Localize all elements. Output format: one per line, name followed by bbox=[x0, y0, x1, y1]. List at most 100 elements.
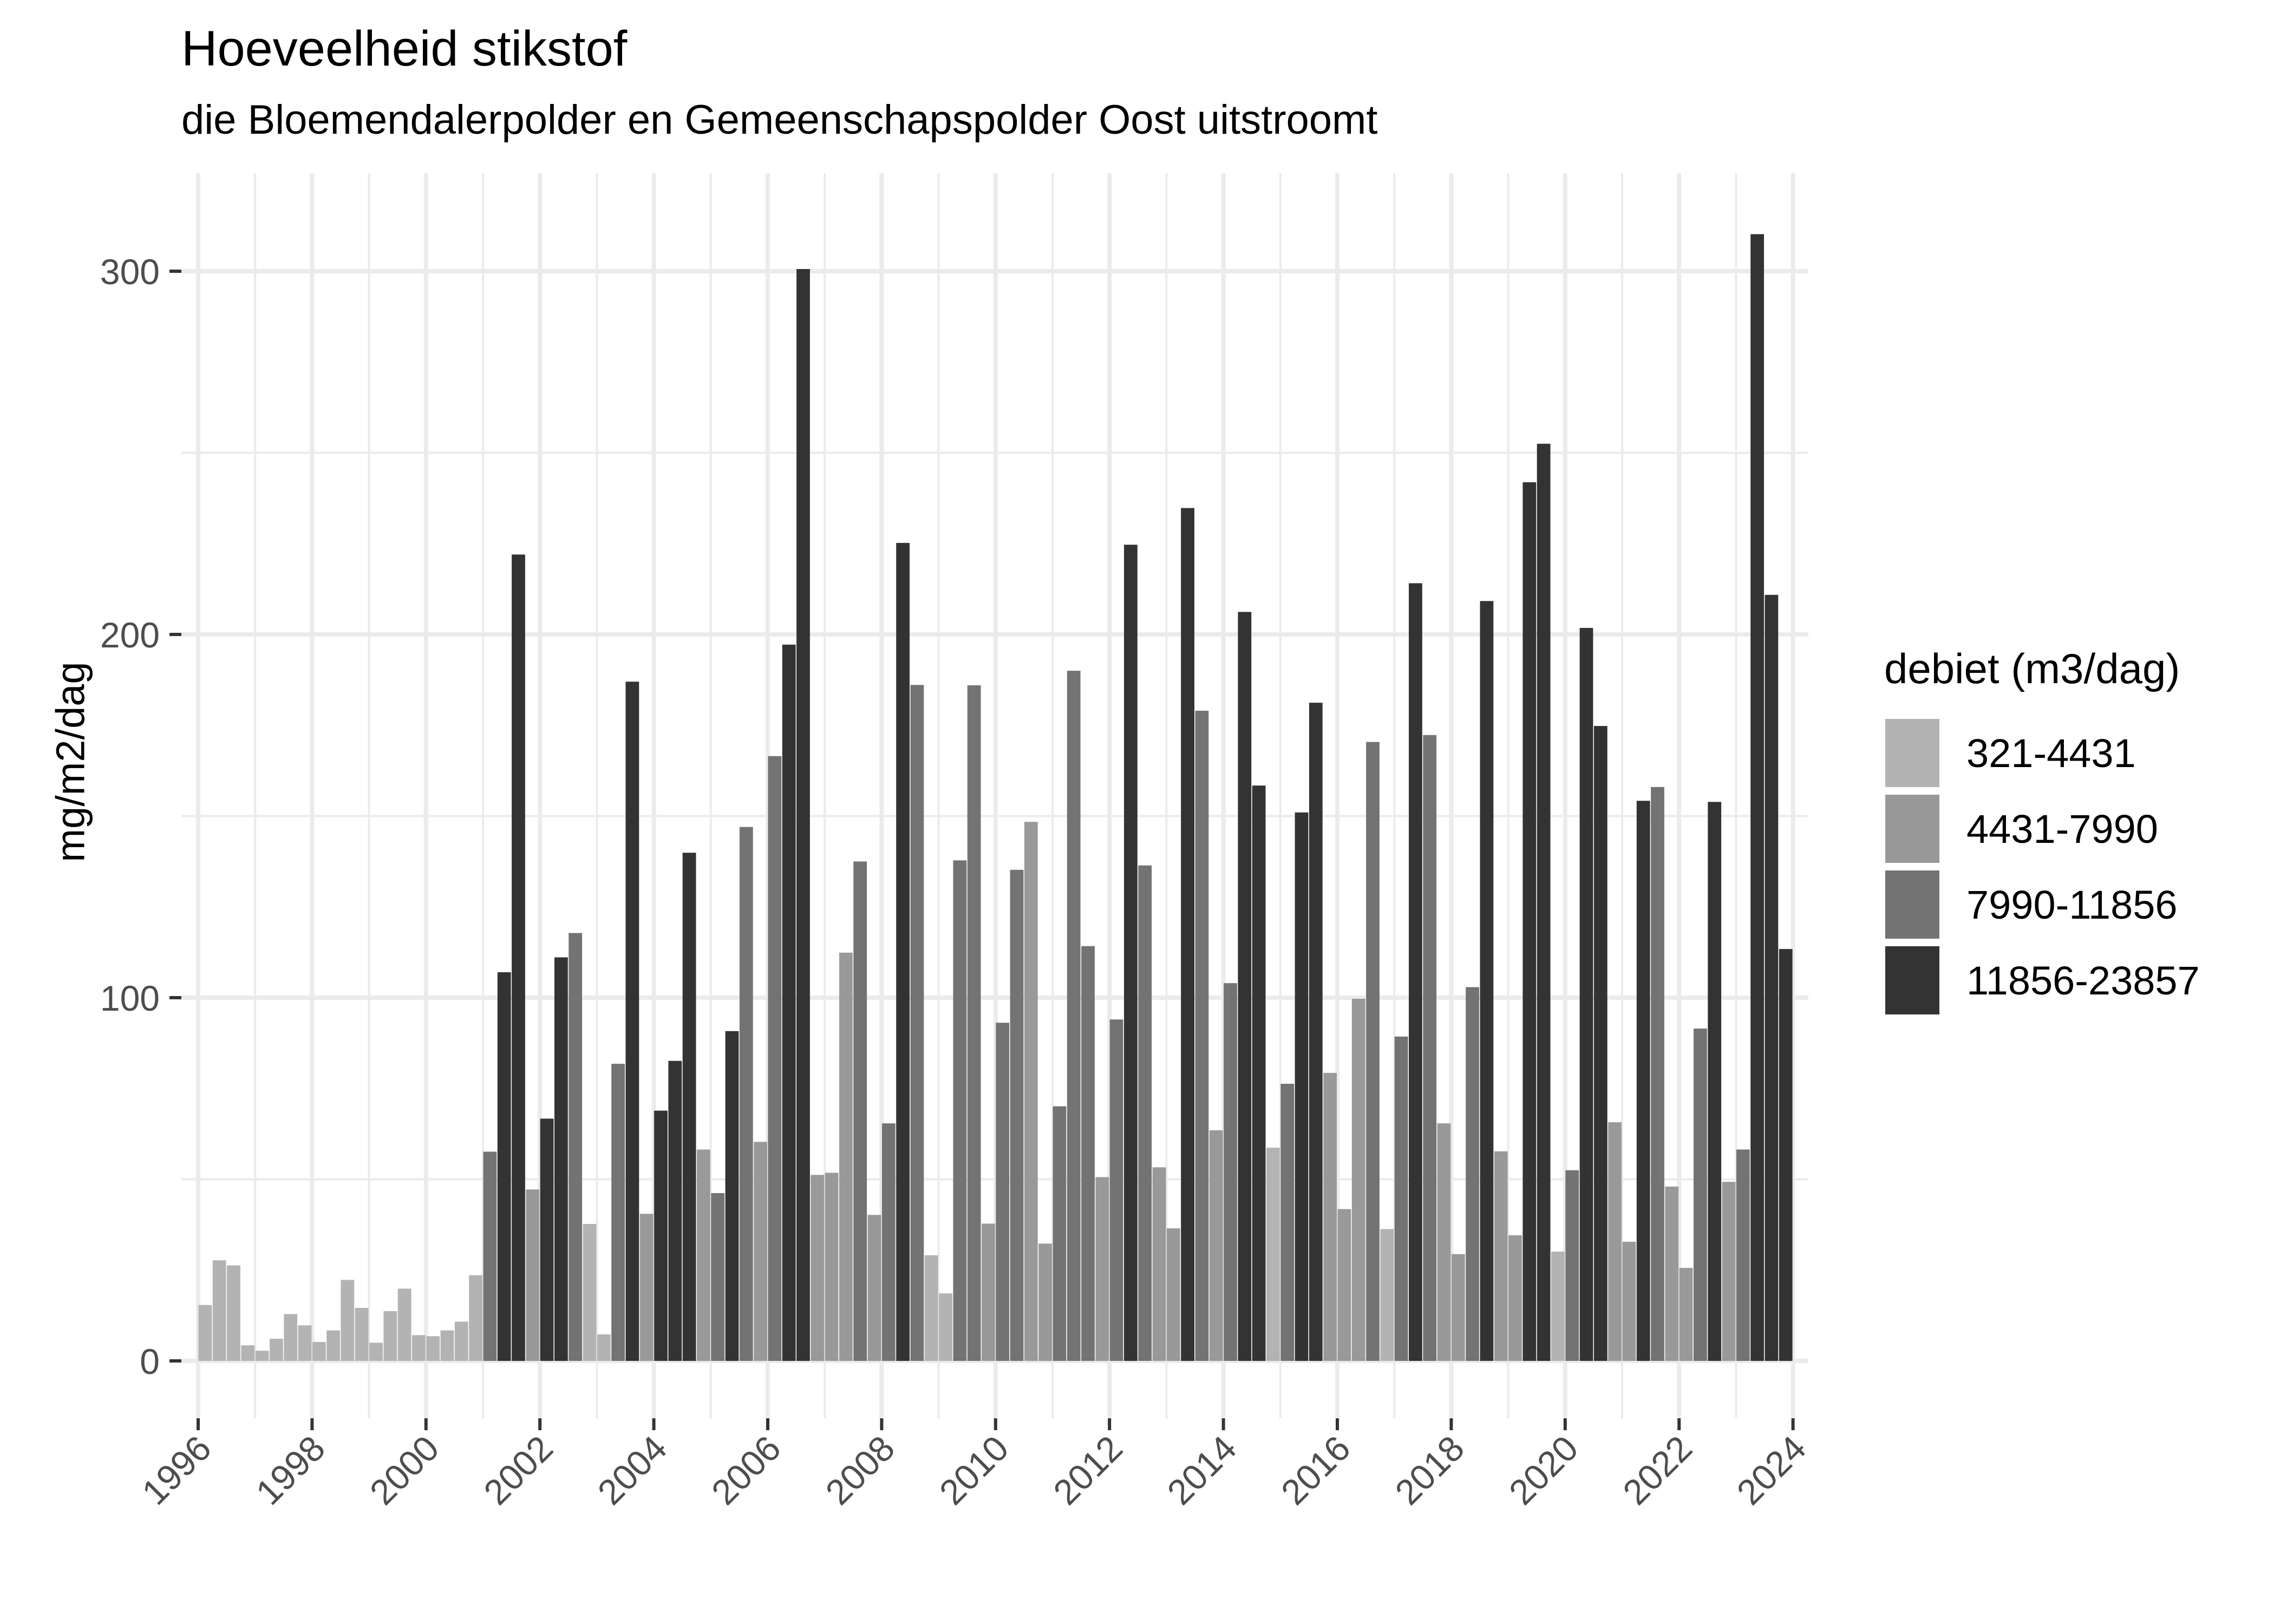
bar bbox=[811, 1175, 825, 1361]
y-axis: 0 100 200 300 bbox=[100, 252, 181, 1381]
bar bbox=[1579, 627, 1593, 1361]
bar bbox=[1295, 812, 1309, 1361]
legend-item: 7990-11856 bbox=[1879, 867, 2200, 942]
legend-label: 7990-11856 bbox=[1966, 882, 2178, 927]
legend-label: 11856-23857 bbox=[1966, 958, 2200, 1003]
bar bbox=[1522, 482, 1537, 1361]
bar bbox=[1665, 1186, 1679, 1361]
x-tick-label: 2014 bbox=[1159, 1428, 1244, 1512]
bar bbox=[725, 1031, 739, 1361]
bar bbox=[939, 1293, 952, 1361]
bar bbox=[896, 542, 910, 1361]
bar bbox=[341, 1280, 355, 1361]
bar bbox=[298, 1325, 312, 1361]
bar bbox=[1608, 1122, 1622, 1361]
bar bbox=[1636, 801, 1650, 1361]
legend-title: debiet (m3/dag) bbox=[1884, 645, 2180, 692]
bar bbox=[1337, 1209, 1351, 1361]
bar bbox=[1409, 583, 1422, 1361]
bar bbox=[255, 1351, 269, 1361]
legend-item: 11856-23857 bbox=[1879, 942, 2200, 1018]
bar bbox=[853, 861, 867, 1361]
y-tick-label: 100 bbox=[100, 978, 160, 1018]
bar bbox=[1095, 1177, 1109, 1361]
legend-swatch bbox=[1885, 795, 1939, 863]
bar bbox=[1024, 822, 1038, 1361]
bar bbox=[1750, 234, 1764, 1361]
bar bbox=[1537, 443, 1551, 1361]
bar bbox=[1622, 1241, 1636, 1361]
bar bbox=[1679, 1268, 1693, 1361]
bar bbox=[512, 554, 525, 1361]
bar bbox=[1508, 1235, 1522, 1361]
bar bbox=[426, 1336, 440, 1361]
y-tick-label: 300 bbox=[100, 252, 160, 292]
bar bbox=[982, 1223, 995, 1361]
bar bbox=[1053, 1106, 1067, 1361]
x-tick-label: 1998 bbox=[248, 1428, 332, 1512]
legend-label: 4431-7990 bbox=[1966, 806, 2158, 852]
bar bbox=[1451, 1254, 1465, 1361]
x-axis: 1996 1998 2000 2002 2004 2006 2008 2010 2012 2014… bbox=[134, 1418, 1813, 1512]
bar bbox=[355, 1308, 369, 1361]
bar bbox=[227, 1265, 240, 1361]
bar bbox=[711, 1193, 725, 1361]
bar bbox=[1038, 1243, 1052, 1361]
bar bbox=[953, 860, 967, 1361]
bar bbox=[1565, 1170, 1579, 1361]
x-tick-label: 2018 bbox=[1387, 1428, 1472, 1512]
bar bbox=[212, 1260, 226, 1361]
bar bbox=[1593, 726, 1608, 1361]
legend-item: 4431-7990 bbox=[1879, 791, 2200, 867]
legend-swatch bbox=[1885, 719, 1939, 787]
bar bbox=[1195, 710, 1209, 1361]
chart-subtitle: die Bloemendalerpolder en Gemeenschapspo… bbox=[181, 97, 1378, 143]
legend-item: 321-4431 bbox=[1879, 715, 2200, 791]
bar bbox=[568, 933, 583, 1361]
x-tick-label: 2010 bbox=[932, 1428, 1016, 1512]
y-tick-label: 0 bbox=[140, 1341, 160, 1381]
x-tick-label: 2004 bbox=[590, 1428, 674, 1512]
bar bbox=[625, 682, 639, 1361]
bar bbox=[1722, 1182, 1736, 1361]
bar bbox=[839, 952, 853, 1361]
bar bbox=[782, 644, 796, 1361]
bar bbox=[1010, 869, 1024, 1361]
bar bbox=[967, 685, 981, 1361]
bar bbox=[1181, 508, 1194, 1361]
legend-swatch bbox=[1885, 946, 1939, 1014]
grid-lines bbox=[181, 173, 1808, 1418]
bar bbox=[1779, 949, 1793, 1361]
x-tick-label: 2000 bbox=[362, 1428, 447, 1512]
bar bbox=[483, 1151, 497, 1361]
bar bbox=[369, 1343, 383, 1361]
bar bbox=[597, 1334, 611, 1361]
bar bbox=[668, 1060, 682, 1361]
bar bbox=[1323, 1072, 1337, 1361]
chart-title: Hoeveelheid stikstof bbox=[181, 21, 628, 76]
x-tick-label: 2002 bbox=[476, 1428, 560, 1512]
bar bbox=[796, 269, 810, 1361]
bar bbox=[654, 1110, 668, 1361]
y-tick-label: 200 bbox=[100, 615, 160, 655]
bar bbox=[1423, 735, 1437, 1361]
x-tick-label: 2022 bbox=[1615, 1428, 1700, 1512]
bar bbox=[682, 853, 696, 1361]
bar bbox=[1109, 1019, 1123, 1361]
bar bbox=[1551, 1252, 1565, 1361]
bar bbox=[1252, 785, 1266, 1361]
bar bbox=[754, 1142, 767, 1361]
bar bbox=[639, 1214, 654, 1361]
bar bbox=[1437, 1123, 1451, 1361]
bar bbox=[1238, 612, 1252, 1361]
bar bbox=[1651, 787, 1664, 1361]
x-tick-label: 2024 bbox=[1729, 1428, 1813, 1512]
x-tick-label: 1996 bbox=[134, 1428, 219, 1512]
bar bbox=[611, 1064, 625, 1361]
bar bbox=[697, 1149, 710, 1361]
bar bbox=[739, 827, 753, 1361]
bar bbox=[1765, 594, 1779, 1361]
bar bbox=[1351, 999, 1365, 1361]
bar bbox=[1266, 1148, 1280, 1361]
